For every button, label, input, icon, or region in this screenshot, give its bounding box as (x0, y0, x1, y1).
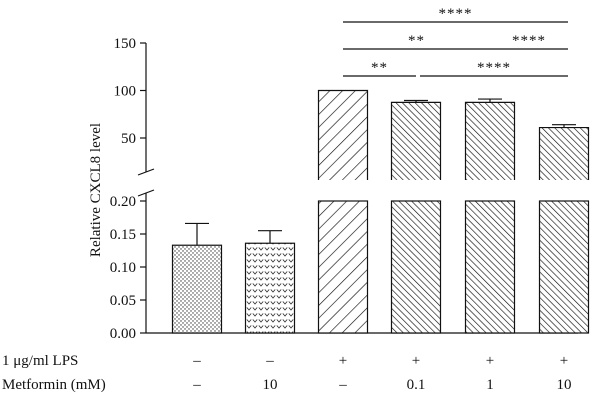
bar-lps-metformin-0.1-lower (390, 200, 442, 334)
y-tick-label: 50 (121, 131, 136, 147)
condition-value: + (339, 353, 347, 369)
condition-value: 0.1 (407, 377, 426, 393)
bar-lps-metformin-0.1-upper (391, 102, 441, 180)
condition-value: + (412, 353, 420, 369)
condition-row-label: Metformin (mM) (2, 377, 106, 393)
condition-value: – (192, 377, 201, 393)
condition-value: + (560, 353, 568, 369)
significance-label: ** (408, 33, 425, 49)
bar-control (171, 244, 223, 334)
bar-lps-metformin-1-upper (465, 102, 515, 180)
y-tick-label: 0.00 (110, 326, 136, 342)
condition-value: 1 (486, 377, 494, 393)
y-tick-label: 0.20 (110, 194, 136, 210)
bar-lps-metformin-1-lower (464, 200, 516, 334)
condition-value: 10 (557, 377, 572, 393)
y-tick-label: 0.15 (110, 227, 136, 243)
y-tick-label: 0.10 (110, 260, 136, 276)
axis-break-mark-top (137, 168, 155, 176)
condition-value: – (338, 377, 347, 393)
condition-value: – (192, 353, 201, 369)
bar-lps-outline (317, 89, 369, 180)
bar-lps-metformin-10-upper (539, 127, 589, 180)
bar-lps-lower (317, 200, 369, 334)
condition-row-label: 1 μg/ml LPS (2, 353, 78, 369)
condition-value: 10 (263, 377, 278, 393)
y-tick-label: 150 (114, 36, 137, 52)
axis-break-mark-bottom (137, 189, 155, 197)
y-tick-label: 0.05 (110, 293, 136, 309)
significance-label: **** (512, 33, 546, 49)
condition-value: – (265, 353, 274, 369)
condition-value: + (486, 353, 494, 369)
significance-label: **** (439, 6, 473, 22)
bar-lps-upper (318, 90, 368, 180)
bar-lps-metformin-10-lower (538, 200, 590, 334)
significance-label: ** (371, 60, 388, 76)
bar-metformin-10 (244, 242, 296, 334)
y-axis-label: Relative CXCL8 level (88, 123, 104, 257)
significance-label: **** (477, 60, 511, 76)
y-tick-label: 100 (114, 84, 137, 100)
